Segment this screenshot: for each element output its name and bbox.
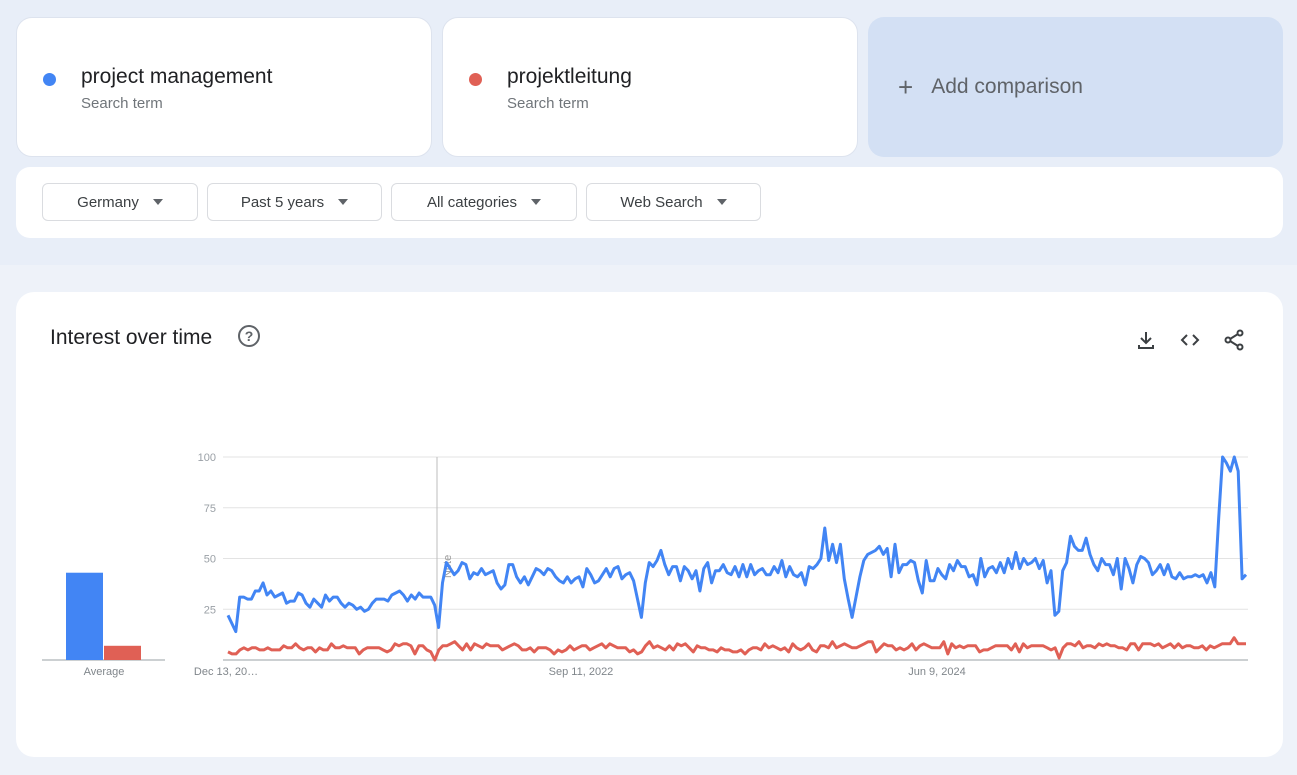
help-icon[interactable]: ? (238, 325, 260, 347)
panel-title: Interest over time (50, 326, 213, 349)
term-label[interactable]: project management (81, 65, 273, 88)
share-icon[interactable] (1222, 328, 1246, 352)
x-tick-label: Dec 13, 20… (194, 666, 258, 678)
add-comparison-button[interactable]: + Add comparison (868, 17, 1283, 157)
category-dropdown[interactable]: All categories (391, 183, 577, 221)
average-bar-1[interactable] (66, 572, 103, 660)
term-type: Search term (81, 95, 163, 112)
plus-icon: + (898, 71, 914, 102)
caret-down-icon (338, 199, 349, 205)
caret-down-icon (531, 199, 542, 205)
caret-down-icon (716, 199, 727, 205)
y-tick-label: 75 (204, 503, 216, 515)
term-card-projektleitung[interactable]: projektleitung Search term (442, 17, 858, 157)
filter-bar: Germany Past 5 years All categories Web … (16, 167, 1283, 238)
time-value: Past 5 years (240, 193, 325, 211)
search-type-dropdown[interactable]: Web Search (586, 183, 761, 221)
time-range-dropdown[interactable]: Past 5 years (207, 183, 382, 221)
y-tick-label: 50 (204, 554, 216, 566)
embed-code-icon[interactable] (1178, 328, 1202, 352)
series-color-dot (469, 73, 482, 86)
caret-down-icon (152, 199, 163, 205)
interest-over-time-panel: Interest over time ? (16, 292, 1283, 757)
category-value: All categories (426, 193, 518, 211)
x-tick-label: Jun 9, 2024 (908, 666, 966, 678)
y-tick-label: 100 (198, 452, 216, 464)
average-label: Average (84, 666, 125, 678)
term-card-project-management[interactable]: project management Search term (16, 17, 432, 157)
series-color-dot (43, 73, 56, 86)
region-value: Germany (77, 193, 139, 211)
x-tick-label: Sep 11, 2022 (549, 666, 614, 678)
series-line-1[interactable] (226, 455, 1248, 634)
term-type: Search term (507, 95, 589, 112)
series-line-2[interactable] (227, 636, 1246, 662)
download-icon[interactable] (1134, 328, 1158, 352)
region-dropdown[interactable]: Germany (42, 183, 198, 221)
term-label[interactable]: projektleitung (507, 65, 632, 88)
y-tick-label: 25 (204, 604, 216, 616)
add-comparison-label: Add comparison (931, 75, 1083, 98)
average-bar-2[interactable] (104, 645, 141, 660)
search-type-value: Web Search (620, 193, 703, 211)
